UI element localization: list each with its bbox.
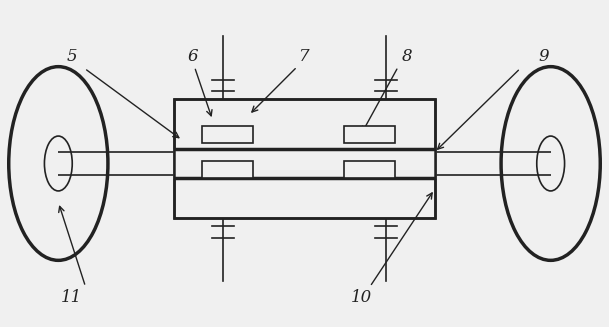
Text: 11: 11 <box>61 289 82 306</box>
Bar <box>174 99 435 218</box>
Text: 8: 8 <box>402 48 413 65</box>
Bar <box>344 161 395 178</box>
Text: 7: 7 <box>299 48 310 65</box>
Text: 10: 10 <box>351 289 373 306</box>
Bar <box>202 126 253 143</box>
Bar <box>174 99 435 218</box>
Bar <box>344 126 395 143</box>
Text: 9: 9 <box>538 48 549 65</box>
Text: 6: 6 <box>188 48 198 65</box>
Text: 5: 5 <box>66 48 77 65</box>
Bar <box>202 161 253 178</box>
